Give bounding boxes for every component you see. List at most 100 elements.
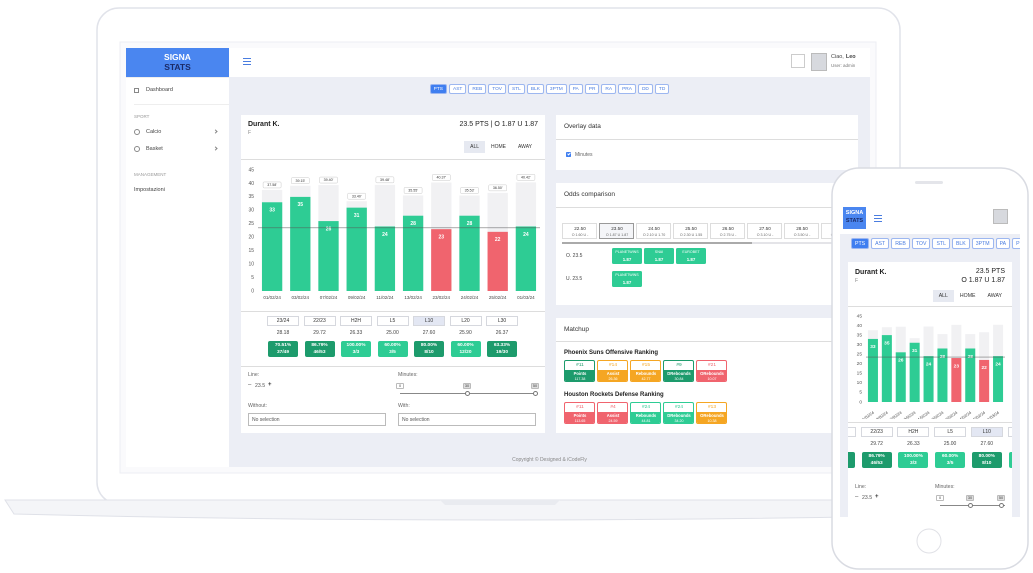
stat-tab[interactable]: TOV — [911, 238, 931, 249]
period-tab[interactable]: 23/24 — [848, 427, 856, 437]
bookmaker-odds: 1.87 — [686, 257, 696, 262]
rate-badge: 70.51% 37/49 — [268, 341, 298, 357]
ranking-rank: #4 — [610, 404, 616, 410]
divider — [556, 139, 858, 140]
with-input[interactable]: No selection — [398, 413, 536, 426]
stat-tab[interactable]: PA — [568, 84, 583, 94]
stat-tab[interactable]: REB — [468, 84, 487, 94]
period-tab[interactable]: L5 — [934, 427, 967, 437]
without-input[interactable]: No selection — [248, 413, 386, 426]
period-tab[interactable]: L20 — [1007, 427, 1012, 437]
odds-line-column[interactable]: 26.50 O 2.75 U - — [710, 223, 745, 239]
venue-filter[interactable]: ALL — [932, 290, 954, 302]
ranking-stat: Assist — [606, 413, 620, 418]
stat-tab[interactable]: 3PTM — [971, 238, 994, 249]
ranking-value: 24.59 — [608, 419, 618, 423]
rate-badge: 60.00% 12/20 — [450, 341, 481, 357]
odds-line-column[interactable]: 25.50 O 2.30 U 1.55 — [673, 223, 708, 239]
stat-tab[interactable]: PR — [584, 84, 600, 94]
stat-tab[interactable]: PRA — [618, 84, 636, 94]
stat-tab[interactable]: PR — [1012, 238, 1020, 249]
stat-tab[interactable]: AST — [871, 238, 890, 249]
stat-tab[interactable]: 3PTM — [545, 84, 567, 94]
venue-filter[interactable]: AWAY — [987, 293, 1002, 299]
odds-line-column[interactable]: 24.50 O 2.10 U 1.70 — [636, 223, 671, 239]
minutes-handle[interactable] — [998, 503, 1004, 508]
period-tab[interactable]: L20 — [449, 316, 482, 326]
odds-line: 28.50 — [796, 226, 808, 231]
nav-icon — [134, 129, 140, 135]
odds-row-label: O. 23.5 — [566, 253, 583, 259]
period-tab[interactable]: L10 — [970, 427, 1003, 437]
bookmaker-badge[interactable]: EUROBET 1.87 — [676, 248, 706, 264]
bookmaker-badge[interactable]: PLANETWINS 1.87 — [612, 271, 642, 287]
ranking-value: 44.81 — [641, 419, 651, 423]
divider — [848, 422, 1012, 423]
ranking-value: 42.77 — [641, 377, 651, 381]
stat-tab[interactable]: RA — [601, 84, 617, 94]
stat-tab[interactable]: DD — [637, 84, 653, 94]
points-bar — [951, 358, 962, 402]
ranking-stat: Points — [573, 371, 587, 376]
venue-filter[interactable]: HOME — [959, 293, 976, 299]
period-tab[interactable]: 22/23 — [303, 316, 336, 326]
minutes-mark: 50 — [531, 383, 539, 389]
stat-tab[interactable]: TD — [654, 84, 670, 94]
stat-tab[interactable]: STL — [508, 84, 525, 94]
line-increment[interactable]: + — [268, 382, 272, 388]
venue-filter[interactable]: AWAY — [518, 144, 532, 150]
period-tab[interactable]: 22/23 — [860, 427, 893, 437]
period-tab[interactable]: 23/24 — [267, 316, 299, 326]
ranking-title: Houston Rockets Defense Ranking — [564, 392, 664, 398]
stat-tab[interactable]: AST — [449, 84, 467, 94]
minutes-handle[interactable] — [967, 503, 973, 508]
ranking-stat-box: Points 117.38 — [565, 370, 594, 381]
x-tick-label: 07/02/24 — [887, 409, 903, 419]
nav-dashboard[interactable]: Dashboard — [146, 87, 173, 93]
rate-count: 3/3 — [352, 350, 360, 355]
player-card: Durant K. F 23.5 PTS | O 1.87 U 1.87 ALL HOM… — [241, 115, 545, 433]
minutes-handle[interactable] — [532, 391, 538, 396]
y-tick-label: 5 — [859, 390, 862, 396]
stat-tab[interactable]: PTS — [851, 238, 870, 249]
odds-line-column[interactable]: 22.50 O 1.60 U - — [562, 223, 597, 239]
stat-tab[interactable]: BLK — [526, 84, 544, 94]
brand-logo: SIGNA STATS — [126, 48, 229, 77]
odds-line-column[interactable]: 27.50 O 3.10 U - — [747, 223, 782, 239]
stat-tab[interactable]: PA — [995, 238, 1011, 249]
line-decrement[interactable]: – — [248, 382, 252, 388]
odds-scrollbar-thumb[interactable] — [562, 242, 752, 244]
odds-line-column[interactable]: 23.50 O 1.87 U 1.87 — [599, 223, 634, 239]
period-tab[interactable]: H2H — [340, 316, 372, 326]
period-tab[interactable]: L10 — [413, 316, 445, 326]
period-tab[interactable]: L30 — [486, 316, 518, 326]
stat-tab[interactable]: BLK — [951, 238, 970, 249]
nav-item[interactable]: Impostazioni — [134, 187, 165, 193]
line-decrement[interactable]: – — [855, 494, 859, 500]
overlay-card: Overlay data Minutes — [556, 115, 858, 170]
brand-line2: STATS — [164, 62, 191, 72]
venue-filter[interactable]: HOME — [491, 144, 507, 150]
nav-item[interactable]: Basket — [146, 146, 163, 152]
minutes-handle[interactable] — [464, 391, 470, 396]
period-tab[interactable]: L5 — [376, 316, 409, 326]
stat-tab[interactable]: TOV — [488, 84, 507, 94]
rate-percent: 70.51% — [848, 454, 855, 459]
rate-count: 46/53 — [870, 461, 883, 466]
bookmaker-badge[interactable]: SNAI 1.87 — [644, 248, 674, 264]
stat-tab[interactable]: REB — [891, 238, 910, 249]
fullscreen-button[interactable] — [791, 54, 805, 68]
ranking-stat: ORebounds — [700, 371, 724, 376]
stat-tab[interactable]: PTS — [429, 84, 448, 94]
minutes-checkbox[interactable] — [566, 152, 571, 157]
bookmaker-badge[interactable]: PLANETWINS 1.87 — [612, 248, 642, 264]
venue-filter[interactable]: ALL — [464, 141, 486, 153]
user-greeting: Ciao, — [831, 54, 844, 60]
line-increment[interactable]: + — [875, 494, 879, 500]
ranking-title: Phoenix Suns Offensive Ranking — [564, 350, 659, 356]
stat-tab[interactable]: STL — [932, 238, 950, 249]
nav-item[interactable]: Calcio — [146, 129, 162, 135]
odds-line-column[interactable]: 28.50 O 3.50 U - — [784, 223, 819, 239]
period-tab[interactable]: H2H — [897, 427, 930, 437]
